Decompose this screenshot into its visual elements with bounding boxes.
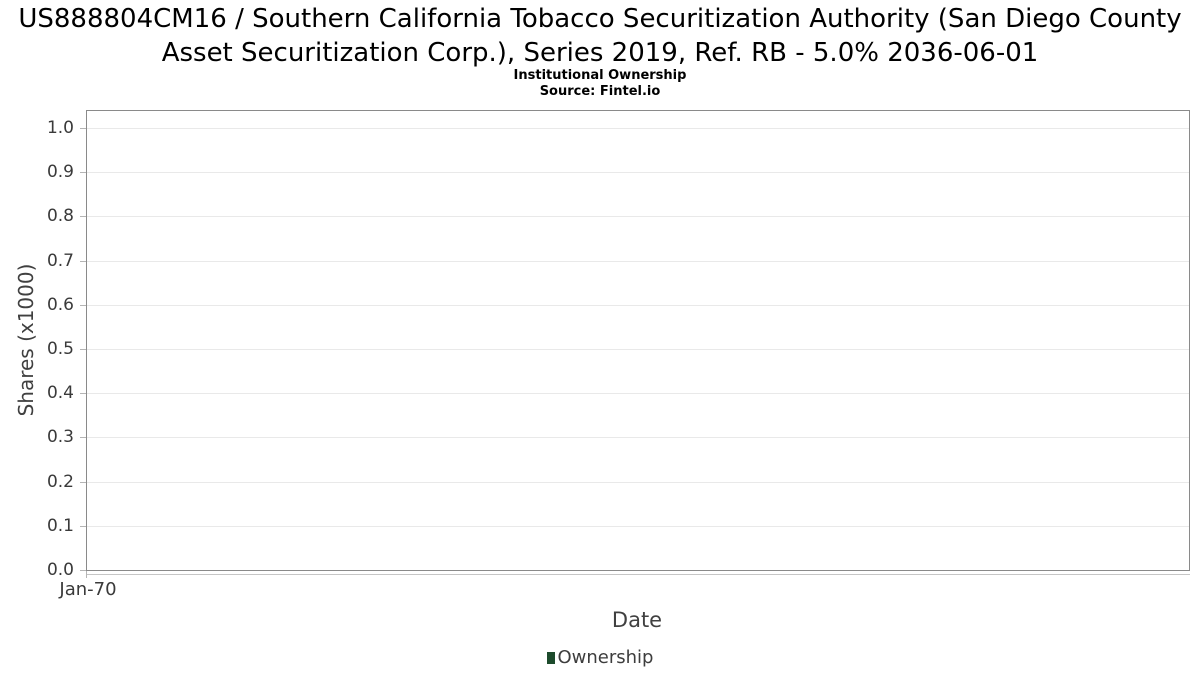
y-tick-mark (80, 128, 86, 129)
y-tick-mark (80, 261, 86, 262)
y-tick-label: 0.3 (46, 427, 74, 447)
y-tick-mark (80, 570, 86, 571)
y-tick-mark (80, 393, 86, 394)
y-tick-label: 0.9 (46, 162, 74, 182)
y-tick-mark (80, 526, 86, 527)
gridline (87, 128, 1189, 129)
y-tick-mark (80, 216, 86, 217)
y-tick-label: 0.0 (46, 560, 74, 580)
y-tick-label: 0.8 (46, 206, 74, 226)
legend-swatch (546, 651, 555, 664)
chart-title: US888804CM16 / Southern California Tobac… (18, 4, 1182, 68)
y-tick-mark (80, 172, 86, 173)
gridline (87, 261, 1189, 262)
x-axis-title: Date (611, 608, 663, 632)
legend-label: Ownership (557, 647, 654, 668)
gridline (87, 437, 1189, 438)
y-tick-mark (80, 305, 86, 306)
y-tick-label: 0.4 (46, 383, 74, 403)
y-tick-label: 0.6 (46, 295, 74, 315)
y-tick-mark (80, 437, 86, 438)
legend-item: Ownership (546, 647, 654, 668)
y-tick-mark (80, 482, 86, 483)
gridline (87, 482, 1189, 483)
gridline (87, 172, 1189, 173)
x-tick-mark (86, 571, 87, 578)
gridline (87, 305, 1189, 306)
chart-source-label: Source: Fintel.io (539, 84, 661, 99)
y-tick-label: 0.7 (46, 251, 74, 271)
gridline (87, 393, 1189, 394)
y-tick-label: 1.0 (46, 118, 74, 138)
chart-legend: Ownership (0, 647, 1200, 668)
y-tick-mark (80, 349, 86, 350)
y-tick-label: 0.2 (46, 472, 74, 492)
y-tick-label: 0.1 (46, 516, 74, 536)
gridline (87, 526, 1189, 527)
x-axis-line (86, 574, 1190, 575)
y-tick-label: 0.5 (46, 339, 74, 359)
plot-area (80, 110, 1190, 571)
x-tick-label: Jan-70 (59, 579, 117, 600)
chart-subtitle: Institutional Ownership (513, 68, 687, 83)
gridline (87, 349, 1189, 350)
y-axis-tick-labels: 1.0 0.9 0.8 0.7 0.6 0.5 0.4 0.3 0.2 0.1 0.0 (0, 110, 74, 580)
gridline (87, 216, 1189, 217)
